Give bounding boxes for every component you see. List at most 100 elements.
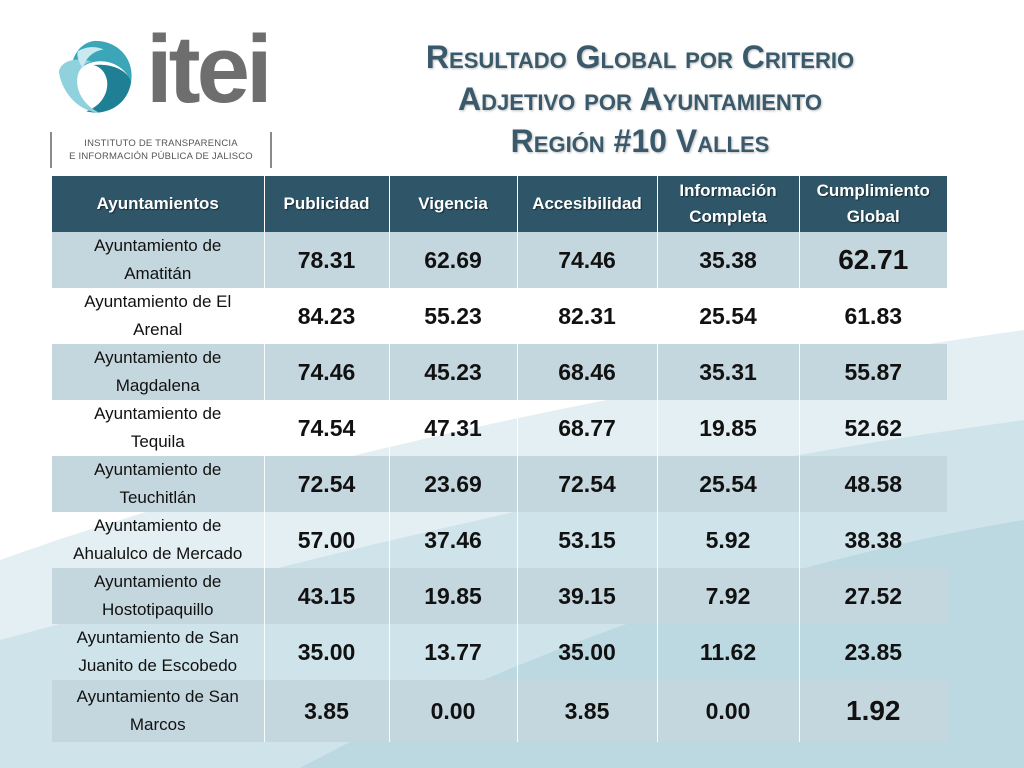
cell-global: 52.62 [844, 414, 903, 441]
title-line1: Resultado Global por Criterio [425, 39, 855, 75]
cell-vigencia: 45.23 [389, 344, 518, 400]
cell-vigencia: 37.46 [389, 512, 518, 568]
table-row: Ayuntamiento de Magdalena 74.46 45.23 68.… [52, 344, 947, 400]
table-row: Ayuntamiento de El Arenal 84.23 55.23 82.… [52, 288, 947, 344]
cell-publicidad: 43.15 [264, 568, 390, 624]
row-name: Ayuntamiento de San Marcos [52, 680, 265, 742]
header-ayuntamientos: Ayuntamientos [52, 176, 265, 232]
title-line3: Región #10 Valles [510, 123, 770, 159]
cell-informacion: 11.62 [657, 624, 800, 680]
row-name: Ayuntamiento de El Arenal [52, 288, 265, 344]
cell-global: 27.52 [799, 568, 947, 624]
cell-accesibilidad: 72.54 [517, 456, 658, 512]
title-line2: Adjetivo por Ayuntamiento [458, 81, 822, 117]
header-vigencia: Vigencia [389, 176, 518, 232]
cell-informacion: 5.92 [657, 512, 800, 568]
cell-accesibilidad: 68.77 [517, 400, 658, 456]
logo-subtitle-line1: INSTITUTO DE TRANSPARENCIA [84, 138, 238, 149]
row-name-line2: Amatitán [124, 264, 192, 283]
row-name: Ayuntamiento de Amatitán [52, 232, 265, 288]
cell-accesibilidad: 53.15 [517, 512, 658, 568]
cell-vigencia: 62.69 [389, 232, 518, 288]
row-name: Ayuntamiento de Ahualulco de Mercado [52, 512, 265, 568]
header-informacion-line1: Información [679, 181, 777, 200]
itei-logo: itei INSTITUTO DE TRANSPARENCIA E INFORM… [50, 22, 280, 170]
table-row: Ayuntamiento de Teuchitlán 72.54 23.69 72… [52, 456, 947, 512]
row-name: Ayuntamiento de Hostotipaquillo [52, 568, 265, 624]
cell-vigencia: 47.31 [389, 400, 518, 456]
cell-global: 23.85 [844, 638, 903, 665]
table-row: Ayuntamiento de Hostotipaquillo 43.15 19.… [52, 568, 947, 624]
cell-global: 38.38 [844, 526, 903, 553]
row-name-line2: Magdalena [115, 376, 200, 395]
header-informacion-completa: Información Completa [657, 176, 800, 232]
cell-vigencia: 0.00 [389, 680, 518, 742]
cell-accesibilidad: 3.85 [517, 680, 658, 742]
cell-vigencia: 19.85 [389, 568, 518, 624]
row-name: Ayuntamiento de Tequila [52, 400, 265, 456]
cell-publicidad: 35.00 [264, 624, 390, 680]
header-publicidad: Publicidad [264, 176, 390, 232]
row-name-line1: Ayuntamiento de [94, 348, 222, 367]
page-title: Resultado Global por Criterio Adjetivo p… [330, 36, 950, 162]
row-name-line1: Ayuntamiento de [94, 236, 222, 255]
cell-global: 55.87 [799, 344, 947, 400]
cell-informacion: 25.54 [657, 288, 800, 344]
row-name-line2: Hostotipaquillo [101, 600, 214, 619]
table-header-row: Ayuntamientos Publicidad Vigencia Accesi… [52, 176, 947, 232]
results-table: Ayuntamientos Publicidad Vigencia Accesi… [52, 176, 947, 742]
row-name: Ayuntamiento de Teuchitlán [52, 456, 265, 512]
cell-informacion: 35.31 [657, 344, 800, 400]
cell-global: 61.83 [844, 302, 903, 329]
cell-accesibilidad: 39.15 [517, 568, 658, 624]
row-name: Ayuntamiento de Magdalena [52, 344, 265, 400]
row-name-line1: Ayuntamiento de San [76, 628, 239, 647]
cell-vigencia: 13.77 [389, 624, 518, 680]
logo-subtitle: INSTITUTO DE TRANSPARENCIA E INFORMACIÓN… [50, 132, 272, 168]
table-row: Ayuntamiento de Ahualulco de Mercado 57.0… [52, 512, 947, 568]
row-name-line2: Ahualulco de Mercado [73, 544, 243, 563]
row-name-line2: Tequila [130, 432, 185, 451]
row-name-line1: Ayuntamiento de [94, 572, 222, 591]
cell-informacion: 0.00 [657, 680, 800, 742]
row-name-line2: Arenal [133, 320, 183, 339]
row-name-line1: Ayuntamiento de [94, 516, 222, 535]
cell-accesibilidad: 35.00 [517, 624, 658, 680]
row-name-line1: Ayuntamiento de [94, 460, 222, 479]
row-name-line1: Ayuntamiento de El [84, 292, 232, 311]
cell-informacion: 7.92 [657, 568, 800, 624]
cell-global: 62.71 [799, 232, 947, 288]
logo-wordmark: itei [146, 16, 273, 123]
cell-global: 48.58 [799, 456, 947, 512]
header-cumplimiento-global: Cumplimiento Global [799, 176, 947, 232]
cell-informacion: 19.85 [657, 400, 800, 456]
row-name: Ayuntamiento de San Juanito de Escobedo [52, 624, 265, 680]
logo-subtitle-line2: E INFORMACIÓN PÚBLICA DE JALISCO [69, 151, 253, 162]
cell-vigencia: 55.23 [389, 288, 518, 344]
cell-publicidad: 74.54 [264, 400, 390, 456]
header-accesibilidad: Accesibilidad [517, 176, 658, 232]
cell-publicidad: 57.00 [264, 512, 390, 568]
table-row: Ayuntamiento de Tequila 74.54 47.31 68.77… [52, 400, 947, 456]
header-cumplimiento-line2: Global [846, 207, 900, 226]
itei-swirl-logo-icon [58, 40, 132, 114]
table-row: Ayuntamiento de San Juanito de Escobedo 3… [52, 624, 947, 680]
table-row: Ayuntamiento de San Marcos 3.85 0.00 3.85… [52, 680, 947, 742]
cell-vigencia: 23.69 [389, 456, 518, 512]
row-name-line2: Juanito de Escobedo [78, 656, 238, 675]
cell-publicidad: 72.54 [264, 456, 390, 512]
row-name-line2: Teuchitlán [119, 488, 197, 507]
cell-informacion: 25.54 [657, 456, 800, 512]
row-name-line1: Ayuntamiento de San [76, 687, 239, 706]
cell-publicidad: 78.31 [264, 232, 390, 288]
cell-informacion: 35.38 [657, 232, 800, 288]
cell-accesibilidad: 74.46 [517, 232, 658, 288]
cell-publicidad: 74.46 [264, 344, 390, 400]
cell-publicidad: 3.85 [264, 680, 390, 742]
cell-accesibilidad: 82.31 [517, 288, 658, 344]
table-row: Ayuntamiento de Amatitán 78.31 62.69 74.4… [52, 232, 947, 288]
header-cumplimiento-line1: Cumplimiento [816, 181, 930, 200]
header-informacion-line2: Completa [689, 207, 767, 226]
row-name-line2: Marcos [129, 715, 186, 734]
cell-publicidad: 84.23 [264, 288, 390, 344]
